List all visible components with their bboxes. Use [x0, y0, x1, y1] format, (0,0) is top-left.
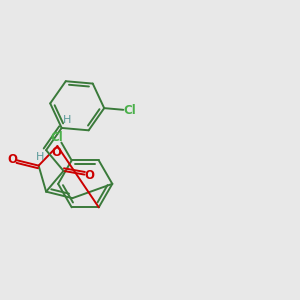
Text: Cl: Cl	[51, 131, 63, 144]
Text: O: O	[7, 152, 17, 166]
Text: O: O	[52, 146, 62, 159]
Text: Cl: Cl	[123, 104, 136, 117]
Text: H: H	[63, 115, 71, 125]
Text: O: O	[85, 169, 94, 182]
Text: H: H	[36, 152, 44, 162]
